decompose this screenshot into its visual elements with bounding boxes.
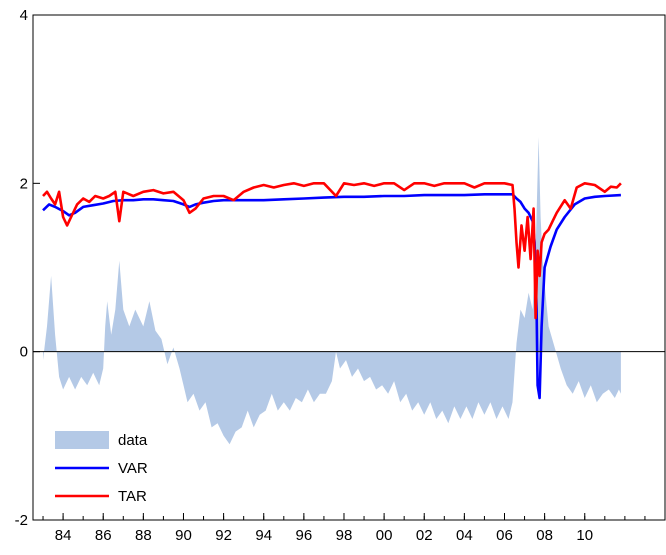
- series-layer: [42, 137, 622, 445]
- x-tick-label: 92: [215, 527, 232, 544]
- x-tick-label: 02: [416, 527, 433, 544]
- y-tick-label: 2: [20, 175, 28, 192]
- plot-frame: [32, 14, 666, 521]
- x-tick-label: 96: [296, 527, 313, 544]
- x-tick-label: 98: [336, 527, 353, 544]
- y-tick-label: 4: [20, 7, 28, 24]
- legend-swatch-data: [55, 431, 109, 449]
- x-tick-label: 00: [376, 527, 393, 544]
- x-tick-label: 90: [175, 527, 192, 544]
- x-tick-label: 88: [135, 527, 152, 544]
- x-tick-label: 06: [496, 527, 513, 544]
- x-tick-label: 94: [255, 527, 272, 544]
- x-tick-label: 10: [576, 527, 593, 544]
- legend-label-tar: TAR: [118, 488, 147, 505]
- series-var-line: [42, 193, 621, 400]
- legend-label-var: VAR: [118, 460, 148, 477]
- x-tick-label: 86: [95, 527, 112, 544]
- x-tick-label: 08: [536, 527, 553, 544]
- legend-label-data: data: [118, 432, 148, 449]
- series-tar-line: [42, 182, 622, 320]
- series-data-area: [43, 137, 621, 445]
- y-tick-label: -2: [15, 512, 28, 529]
- x-tick-label: 04: [456, 527, 473, 544]
- y-tick-label: 0: [20, 344, 28, 361]
- x-tick-label: 84: [55, 527, 72, 544]
- legend: data VAR TAR: [55, 431, 148, 505]
